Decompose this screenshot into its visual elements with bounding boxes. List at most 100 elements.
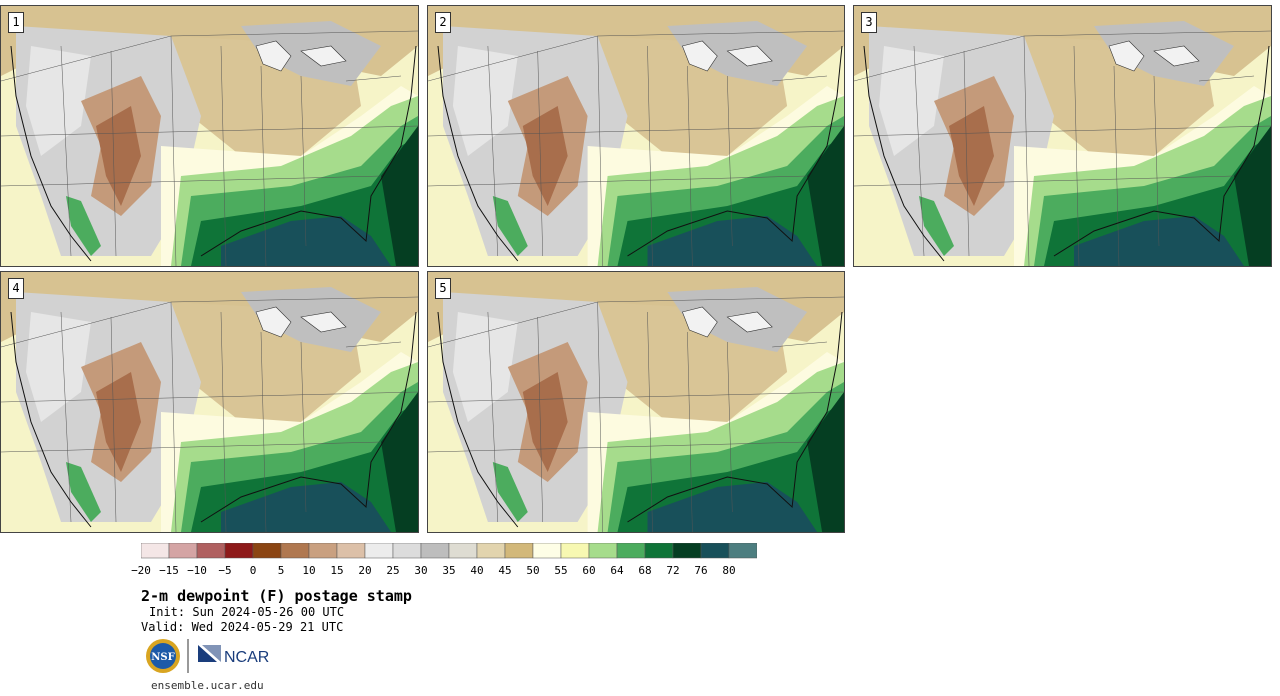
map-panel-4: 4: [0, 271, 419, 533]
state-boundary: [647, 311, 653, 532]
colorbar-bin: [560, 543, 590, 559]
panel-number: 3: [861, 12, 877, 33]
state-boundary: [963, 50, 970, 257]
state-boundary: [913, 45, 925, 257]
state-boundary: [1198, 75, 1255, 82]
colorbar-tick-label: 55: [554, 564, 568, 577]
east-coastline: [200, 311, 417, 523]
colorbar-bin: [280, 543, 310, 559]
state-boundary: [60, 311, 72, 523]
colorbar-tick-label: 30: [414, 564, 428, 577]
lake-michigan: [255, 40, 292, 72]
state-boundary: [1, 441, 382, 453]
state-boundary: [428, 391, 844, 403]
colorbar-tick-label: 5: [277, 564, 285, 577]
state-boundary: [1073, 45, 1080, 266]
colorbar-bin: [644, 543, 674, 559]
rockies-dry: [949, 106, 994, 206]
gulf-of-california: [66, 196, 101, 256]
state-boundary: [300, 75, 307, 247]
colorbar-bin: [728, 543, 757, 559]
colorbar-tick-label: 45: [498, 564, 512, 577]
colorbar-bin: [504, 543, 534, 559]
colorbar-bin: [420, 543, 450, 559]
state-boundary: [1, 391, 418, 403]
colorbar-tick-label: −5: [218, 564, 232, 577]
state-boundary: [597, 35, 603, 266]
dewpoint-map: [428, 6, 844, 266]
atlantic-ocean: [381, 392, 418, 532]
state-boundary: [170, 35, 177, 266]
lake-huron: [300, 45, 347, 67]
state-boundary: [1113, 65, 1120, 266]
colorbar-bin: [196, 543, 226, 559]
state-boundary: [597, 301, 603, 532]
great-basin: [26, 46, 91, 156]
page-title: 2-m dewpoint (F) postage stamp: [141, 587, 412, 605]
lake-huron: [726, 45, 773, 67]
state-boundary: [687, 65, 693, 266]
state-boundary: [110, 316, 117, 523]
state-boundary: [487, 45, 499, 257]
colorbar-tick-label: 25: [386, 564, 400, 577]
state-boundary: [260, 65, 267, 266]
colorbar-bin: [224, 543, 254, 559]
panel-number: 5: [435, 278, 451, 299]
state-boundary: [428, 441, 808, 453]
colorbar-bin: [392, 543, 422, 559]
atlantic-ocean: [807, 126, 844, 266]
state-boundary: [260, 331, 267, 532]
panel-number: 4: [8, 278, 24, 299]
west-coastline: [437, 311, 519, 528]
east-coastline: [200, 45, 417, 257]
nsf-logo: NSF: [146, 639, 180, 673]
atlantic-ocean: [807, 392, 844, 532]
colorbar-tick-label: −10: [187, 564, 207, 577]
state-boundary: [428, 30, 844, 82]
colorbar-tick-label: 50: [526, 564, 540, 577]
svg-text:NCAR: NCAR: [224, 649, 269, 666]
colorbar-tick-label: 64: [610, 564, 624, 577]
site-url: ensemble.ucar.edu: [151, 679, 264, 692]
great-basin: [452, 46, 518, 156]
colorbar-tick-label: 20: [358, 564, 372, 577]
panel-number: 2: [435, 12, 451, 33]
state-boundary: [345, 75, 402, 82]
state-boundary: [300, 341, 307, 513]
colorbar-tick-label: 80: [722, 564, 736, 577]
east-coastline: [1053, 45, 1270, 257]
west-coastline: [863, 45, 945, 262]
init-time: Init: Sun 2024-05-26 00 UTC: [149, 605, 345, 619]
gulf-of-california: [919, 196, 954, 256]
east-coastline: [627, 311, 843, 523]
great-basin: [879, 46, 944, 156]
colorbar-tick-label: 72: [666, 564, 680, 577]
lake-huron: [726, 311, 773, 333]
lake-huron: [1153, 45, 1200, 67]
state-boundary: [1, 175, 382, 187]
lake-michigan: [681, 306, 718, 338]
atlantic-ocean: [1234, 126, 1271, 266]
state-boundary: [1, 125, 418, 137]
map-panel-5: 5: [427, 271, 845, 533]
colorbar-bin: [532, 543, 562, 559]
west-coastline: [10, 311, 92, 528]
lake-michigan: [1108, 40, 1145, 72]
state-boundary: [854, 125, 1271, 137]
state-boundary: [727, 75, 733, 247]
map-panel-1: 1: [0, 5, 419, 267]
state-boundary: [537, 316, 543, 523]
lake-michigan: [255, 306, 292, 338]
dewpoint-map: [1, 6, 418, 266]
state-boundary: [772, 341, 828, 348]
dewpoint-map: [1, 272, 418, 532]
colorbar-bin: [168, 543, 198, 559]
state-boundary: [220, 45, 227, 266]
state-boundary: [647, 45, 653, 266]
state-boundary: [428, 175, 808, 187]
state-boundary: [772, 75, 828, 82]
west-coastline: [437, 45, 519, 262]
panel-number: 1: [8, 12, 24, 33]
sponsor-logos: NSF NCAR: [146, 639, 269, 673]
great-basin: [26, 312, 91, 422]
